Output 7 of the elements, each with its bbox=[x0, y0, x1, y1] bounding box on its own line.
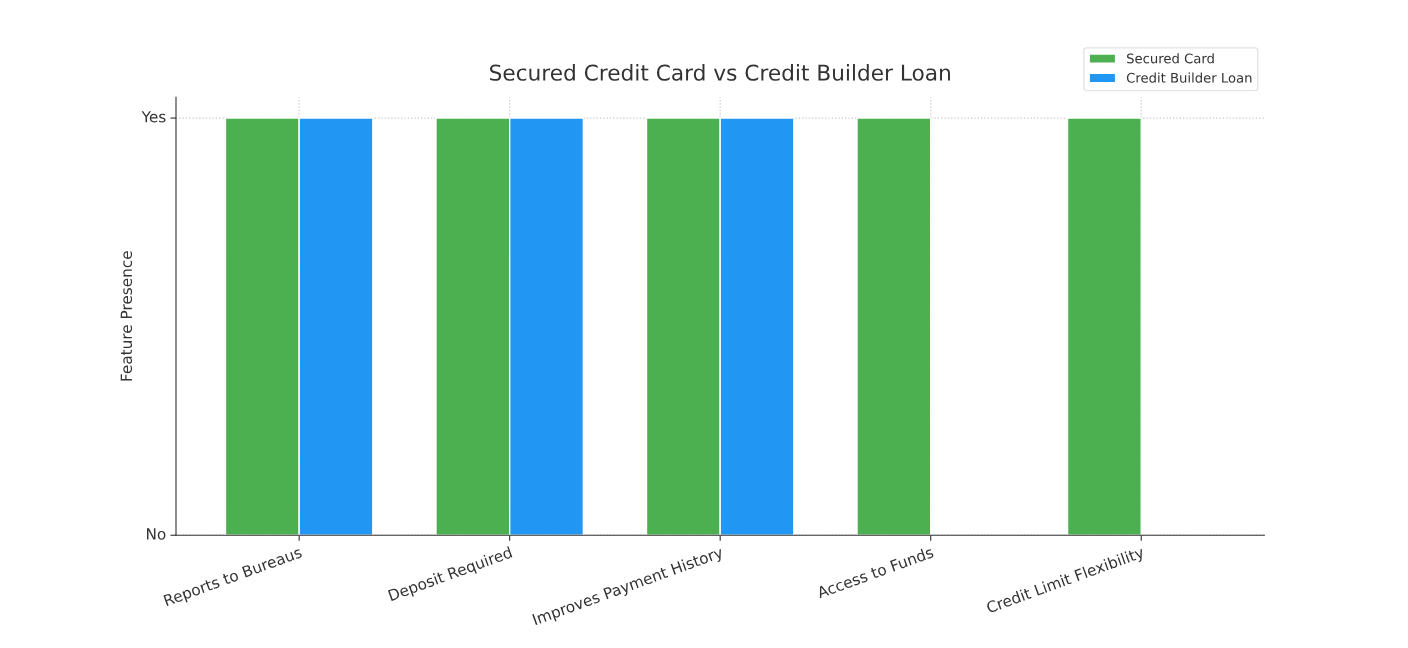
x-tick-label: Access to Funds bbox=[815, 545, 935, 599]
y-axis-title: Feature Presence bbox=[120, 251, 133, 381]
legend-label: Credit Builder Loan bbox=[1126, 72, 1252, 83]
legend-label: Secured Card bbox=[1127, 53, 1214, 64]
chart-title: Secured Credit Card vs Credit Builder Loan bbox=[490, 64, 950, 81]
text: Yes bbox=[141, 111, 166, 123]
text: No bbox=[147, 528, 166, 540]
